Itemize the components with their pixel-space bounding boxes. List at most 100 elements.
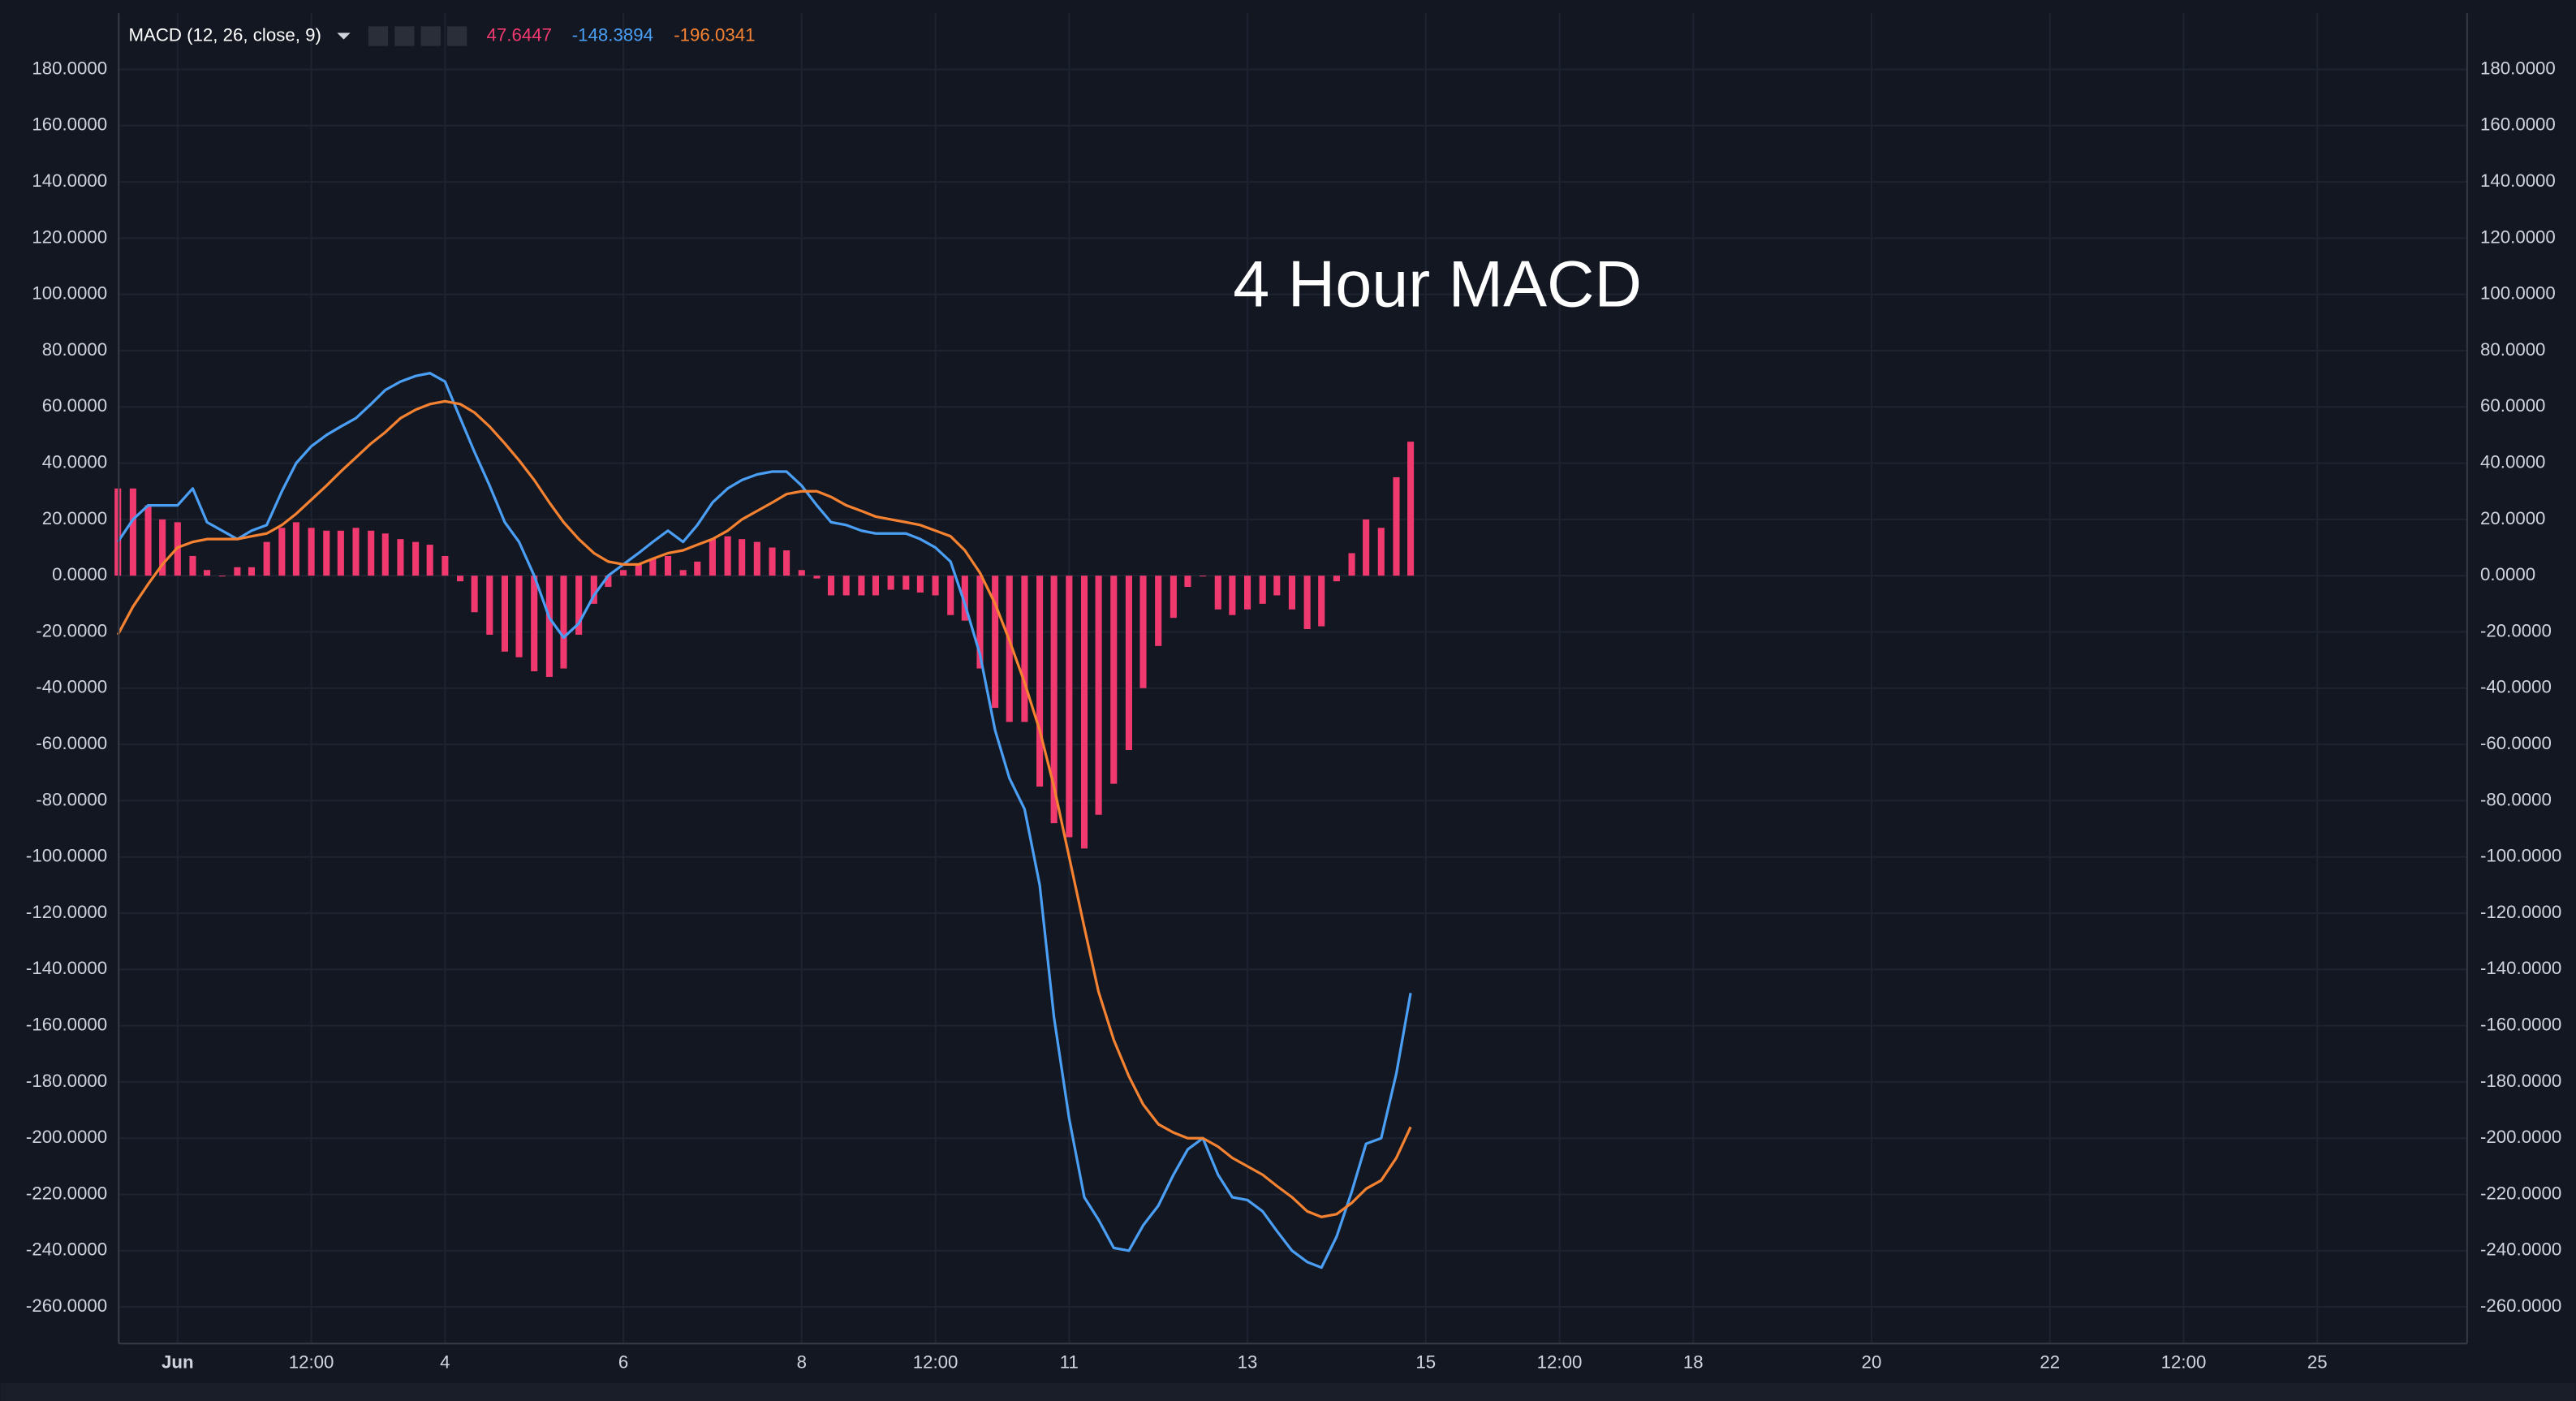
histogram-bar — [368, 530, 375, 576]
remove-button[interactable] — [446, 26, 467, 46]
x-tick-label: 6 — [618, 1351, 628, 1372]
histogram-bar — [426, 545, 433, 576]
histogram-last-value: 47.6447 — [487, 24, 552, 45]
y-tick-label: -140.0000 — [26, 958, 107, 978]
y-tick-label: 160.0000 — [32, 114, 107, 135]
histogram-bar — [442, 555, 449, 576]
histogram-bar — [560, 575, 567, 669]
histogram-bar — [545, 575, 553, 677]
histogram-bar — [471, 575, 478, 613]
y-tick-label-right: -120.0000 — [2480, 902, 2561, 922]
histogram-bar — [916, 575, 924, 593]
histogram-bar — [590, 575, 597, 604]
y-tick-label: 60.0000 — [42, 395, 107, 416]
y-tick-label: -220.0000 — [26, 1183, 107, 1203]
histogram-bar — [1288, 575, 1296, 610]
y-tick-label: 100.0000 — [32, 283, 107, 304]
y-tick-label: -100.0000 — [26, 846, 107, 866]
histogram-bar — [1333, 575, 1340, 582]
histogram-bar — [308, 528, 315, 576]
y-tick-label-right: -40.0000 — [2480, 677, 2552, 697]
x-tick-label: 8 — [797, 1351, 807, 1372]
y-tick-label: -260.0000 — [26, 1295, 107, 1316]
histogram-bar — [753, 541, 760, 576]
histogram-bar — [1139, 575, 1147, 688]
y-tick-label-right: -80.0000 — [2480, 789, 2552, 809]
histogram-bar — [1021, 575, 1028, 722]
y-tick-label-right: 60.0000 — [2480, 395, 2545, 416]
histogram-bar — [783, 550, 790, 576]
histogram-bar — [412, 541, 420, 576]
y-tick-label-right: 20.0000 — [2480, 508, 2545, 528]
y-tick-label: -240.0000 — [26, 1239, 107, 1260]
histogram-bar — [1303, 575, 1311, 630]
y-tick-label: 40.0000 — [42, 451, 107, 472]
y-tick-label: 80.0000 — [42, 339, 107, 360]
histogram-bar — [976, 575, 984, 669]
histogram-bar — [1243, 575, 1251, 610]
histogram-bar — [144, 505, 152, 576]
y-tick-label: -160.0000 — [26, 1014, 107, 1034]
histogram-bar — [635, 564, 642, 576]
histogram-bar — [992, 575, 999, 709]
y-tick-label-right: -20.0000 — [2480, 620, 2552, 640]
x-tick-label: 15 — [1415, 1351, 1436, 1372]
y-tick-label: -40.0000 — [36, 677, 107, 697]
histogram-bar — [1229, 575, 1236, 615]
y-tick-label-right: -260.0000 — [2480, 1295, 2561, 1316]
bottom-toolbar — [0, 1382, 2576, 1401]
histogram-bar — [278, 528, 286, 576]
histogram-bar — [531, 575, 538, 672]
histogram-bar — [1273, 575, 1281, 596]
y-tick-label: 120.0000 — [32, 226, 107, 247]
y-tick-label-right: -140.0000 — [2480, 958, 2561, 978]
y-tick-label: 180.0000 — [32, 58, 107, 78]
x-tick-label: 12:00 — [2161, 1351, 2207, 1372]
y-tick-label: -180.0000 — [26, 1071, 107, 1091]
y-tick-label-right: 180.0000 — [2480, 58, 2556, 78]
y-tick-label-right: -160.0000 — [2480, 1014, 2561, 1034]
histogram-bar — [1050, 575, 1058, 824]
histogram-bar — [858, 575, 865, 596]
histogram-bar — [218, 575, 226, 577]
settings-button[interactable] — [394, 26, 415, 46]
y-tick-label: 140.0000 — [32, 170, 107, 191]
y-tick-label: -120.0000 — [26, 902, 107, 922]
y-tick-label-right: -240.0000 — [2480, 1239, 2561, 1260]
x-tick-label: 12:00 — [1537, 1351, 1583, 1372]
histogram-bar — [1110, 575, 1118, 784]
y-tick-label-right: 0.0000 — [2480, 564, 2535, 584]
histogram-bar — [381, 533, 389, 576]
y-tick-label: -60.0000 — [36, 733, 107, 753]
histogram-bar — [1348, 553, 1355, 576]
dropdown-arrow[interactable] — [337, 32, 351, 40]
y-tick-label-right: 120.0000 — [2480, 226, 2556, 247]
more-button[interactable] — [420, 26, 441, 46]
visibility-button[interactable] — [368, 26, 389, 46]
y-tick-label-right: -60.0000 — [2480, 733, 2552, 753]
histogram-bar — [739, 539, 746, 576]
histogram-bar — [1170, 575, 1177, 619]
x-tick-label: 18 — [1683, 1351, 1704, 1372]
y-tick-label-right: 80.0000 — [2480, 339, 2545, 360]
y-tick-label: -20.0000 — [36, 620, 107, 640]
y-tick-label-right: -200.0000 — [2480, 1127, 2561, 1147]
y-tick-label: -200.0000 — [26, 1127, 107, 1147]
series-line — [116, 372, 1412, 1270]
histogram-bar — [456, 575, 464, 582]
x-tick-label: 13 — [1238, 1351, 1258, 1372]
histogram-bar — [397, 539, 404, 576]
y-tick-label-right: 140.0000 — [2480, 170, 2556, 191]
histogram-bar — [1214, 575, 1221, 610]
histogram-bar — [620, 570, 627, 576]
histogram-bar — [649, 558, 657, 576]
signal-last-value: -196.0341 — [674, 24, 755, 45]
histogram-bar — [724, 536, 731, 576]
y-tick-label: 0.0000 — [52, 564, 107, 584]
y-tick-label: -80.0000 — [36, 789, 107, 809]
histogram-bar — [1200, 575, 1207, 577]
y-tick-label-right: -180.0000 — [2480, 1071, 2561, 1091]
plot — [114, 372, 1415, 1270]
y-tick-label-right: 100.0000 — [2480, 283, 2556, 304]
indicator-title[interactable]: MACD (12, 26, close, 9) — [128, 24, 321, 45]
